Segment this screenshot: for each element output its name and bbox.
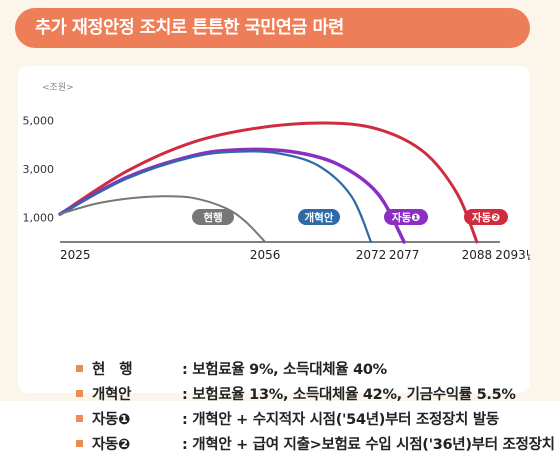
legend-desc: : 개혁안 + 수지적자 시점('54년)부터 조정장치 발동 [182, 412, 499, 428]
y-unit-label: <조원> [42, 82, 74, 93]
legend-label: 개혁안 [92, 387, 132, 403]
x-tick-label: 2056 [250, 248, 281, 262]
bullet-icon [76, 415, 83, 422]
series-line-auto2 [58, 121, 479, 244]
legend-label: 현 행 [92, 362, 133, 378]
series-line-auto1 [58, 147, 406, 244]
series-badge-label: 자동❶ [392, 211, 420, 224]
chart-panel: <조원> 5,000 3,000 1,000 2025 2056 2072 2077 2088 2… [18, 66, 560, 453]
pension-fund-chart: <조원> 5,000 3,000 1,000 2025 2056 2072 2077 2088 2… [23, 82, 531, 262]
series-badge-auto1 [384, 209, 428, 225]
series-badge-auto2 [464, 209, 508, 225]
legend-desc: : 보험료율 13%, 소득대체율 42%, 기금수익률 5.5% [182, 387, 516, 403]
x-tick-label: 2088 [462, 248, 493, 262]
x-tick-label: 2077 [389, 248, 420, 262]
x-tick-label: 2072 [356, 248, 387, 262]
x-tick-label: 2025 [60, 248, 91, 262]
header-banner: 추가 재정안정 조치로 튼튼한 국민연금 마련 [15, 8, 530, 48]
y-tick-label: 5,000 [23, 115, 55, 128]
legend-desc: : 보험료율 9%, 소득대체율 40% [182, 362, 387, 378]
series-line-current [59, 195, 267, 243]
bullet-icon [76, 390, 83, 397]
series-badge-reform [298, 209, 340, 225]
series-line-reform [58, 150, 373, 244]
legend-label: 자동❶ [92, 412, 131, 428]
series-badge-label: 개혁안 [305, 211, 334, 224]
legend-desc: : 개혁안 + 급여 지출>보험료 수입 시점('36년)부터 조정장치 발동 [182, 437, 560, 453]
bullet-icon [76, 365, 83, 372]
y-tick-label: 1,000 [23, 212, 55, 225]
legend-label: 자동❷ [92, 437, 131, 453]
series-badge-current [192, 209, 234, 225]
bullet-icon [76, 440, 83, 447]
series-badge-label: 현행 [203, 211, 222, 224]
series-badge-label: 자동❷ [472, 211, 500, 224]
header-title: 추가 재정안정 조치로 튼튼한 국민연금 마련 [35, 18, 344, 38]
x-tick-label: 2093년 [495, 248, 530, 262]
y-tick-label: 3,000 [23, 163, 55, 176]
